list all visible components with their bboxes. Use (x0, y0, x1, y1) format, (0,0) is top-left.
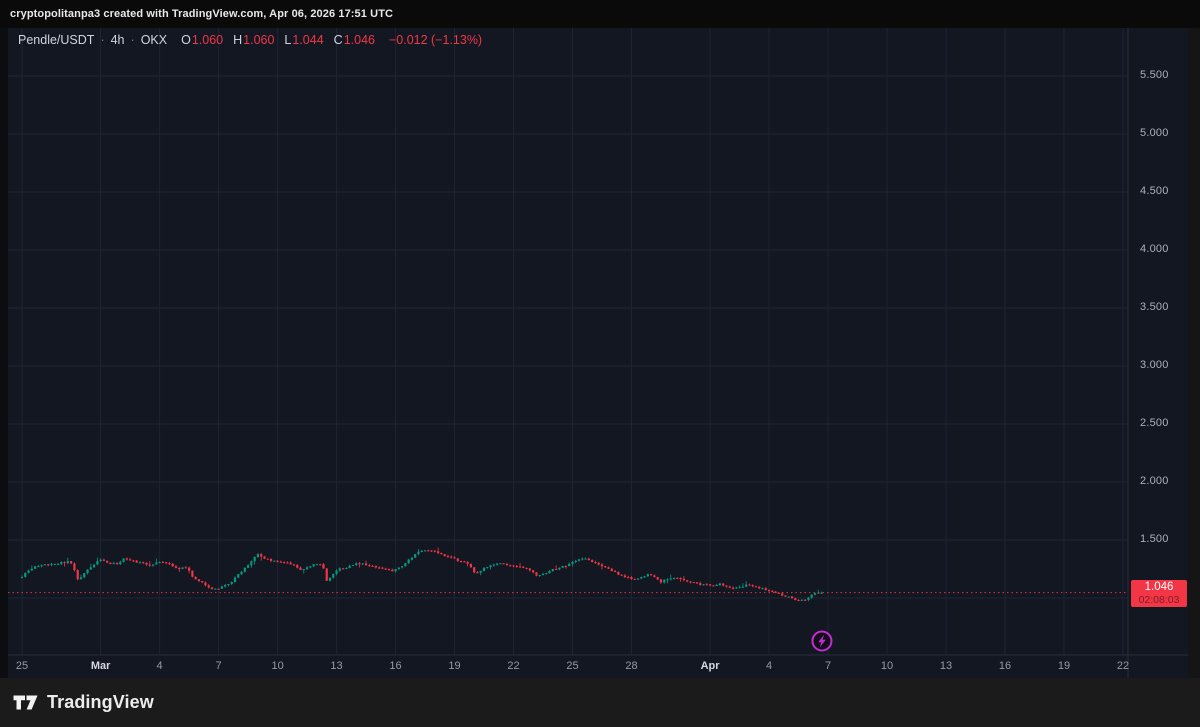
change-label: −0.012 (−1.13%) (388, 32, 483, 47)
candlestick-chart[interactable] (0, 28, 1200, 678)
time-axis-label: 10 (271, 660, 284, 672)
time-axis-label: 25 (15, 660, 29, 672)
current-price-value: 1.046 (1144, 580, 1174, 593)
time-axis[interactable]: 25 Mar 4 7 10 13 16 19 22 25 28 Apr 4 7 10 13 16 19 22 (0, 655, 1188, 678)
open-value: 1.060 (191, 32, 224, 47)
time-axis-label: Apr (700, 660, 720, 672)
ohlc-values: O 1.060 H 1.060 L 1.044 C 1.046 (181, 33, 375, 47)
footer: TradingView (0, 678, 1200, 727)
legend-separator: · (130, 32, 135, 47)
time-axis-label: 10 (880, 660, 894, 672)
legend-separator: · (100, 32, 105, 47)
high-label: H (233, 32, 243, 47)
time-axis-label: 4 (766, 660, 773, 672)
time-axis-label: 28 (625, 660, 638, 672)
tradingview-logo[interactable]: TradingView (12, 692, 154, 713)
price-axis-label: 3.000 (1140, 359, 1169, 371)
tradingview-logo-icon (13, 695, 38, 710)
time-axis-label: 7 (824, 660, 832, 672)
time-axis-label: 16 (998, 660, 1012, 672)
lightning-marker[interactable] (811, 630, 833, 652)
time-axis-label: 22 (1116, 660, 1130, 672)
chart-pane[interactable] (0, 28, 1200, 678)
price-axis-label: 5.000 (1140, 127, 1169, 139)
lightning-icon (818, 634, 826, 648)
open-label: O (181, 32, 191, 47)
time-axis-label: 4 (156, 660, 163, 672)
symbol-legend: Pendle/USDT · 4h · OKX O 1.060 H 1.060 L 1.… (18, 31, 482, 48)
left-edge-strip (0, 28, 8, 678)
time-axis-label: 7 (215, 660, 222, 672)
price-axis[interactable]: 5.500 5.000 4.500 4.000 3.500 3.000 2.500 2.000… (1128, 28, 1188, 678)
exchange-label: OKX (140, 32, 168, 47)
candles (20, 547, 823, 602)
price-axis-label: 5.500 (1140, 69, 1169, 81)
time-axis-label: 25 (566, 660, 579, 672)
attribution-bar: cryptopolitanpa3 created with TradingVie… (0, 0, 1200, 28)
time-axis-label: 13 (330, 660, 343, 672)
candle-countdown: 02:08:03 (1138, 593, 1180, 606)
attribution-text: cryptopolitanpa3 created with TradingVie… (10, 8, 394, 20)
time-axis-label: 13 (939, 660, 953, 672)
time-axis-label: 19 (448, 660, 461, 672)
price-axis-label: 3.500 (1140, 301, 1169, 313)
time-axis-label: 19 (1057, 660, 1071, 672)
time-axis-label: 16 (389, 660, 402, 672)
price-axis-label: 2.000 (1140, 475, 1169, 487)
price-axis-label: 4.500 (1140, 185, 1169, 197)
time-axis-label: 22 (507, 660, 520, 672)
price-axis-label: 1.500 (1140, 533, 1169, 545)
low-label: L (284, 32, 292, 47)
right-edge-strip (1188, 28, 1200, 678)
tradingview-wordmark: TradingView (47, 692, 154, 712)
current-price-label: 1.046 02:08:03 (1131, 579, 1187, 607)
high-value: 1.060 (243, 32, 275, 47)
close-value: 1.046 (343, 32, 375, 47)
price-axis-label: 4.000 (1140, 243, 1169, 255)
interval-label: 4h (110, 32, 125, 47)
price-axis-label: 2.500 (1140, 417, 1169, 429)
low-value: 1.044 (292, 32, 324, 47)
close-label: C (333, 32, 343, 47)
symbol-title: Pendle/USDT (18, 32, 95, 47)
time-axis-label: Mar (90, 660, 111, 672)
